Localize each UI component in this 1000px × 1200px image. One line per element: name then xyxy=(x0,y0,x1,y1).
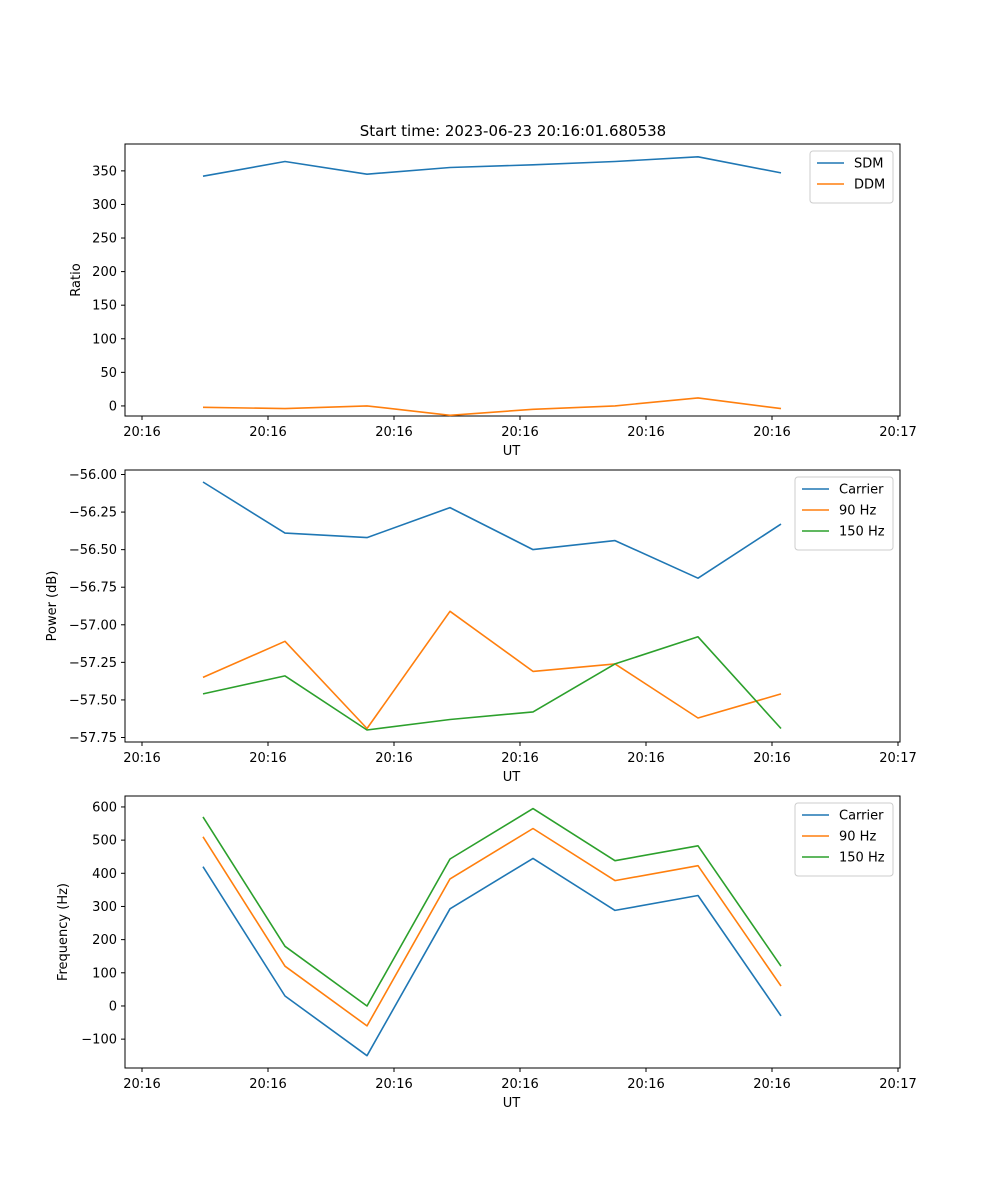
y-tick-label: 250 xyxy=(92,232,117,247)
x-tick-label: 20:16 xyxy=(501,425,538,440)
legend-label: 150 Hz xyxy=(839,525,885,540)
y-tick-label: −100 xyxy=(81,1033,117,1048)
y-tick-label: 300 xyxy=(92,198,117,213)
y-tick-label: 400 xyxy=(92,867,117,882)
x-axis-label: UT xyxy=(503,770,521,785)
y-tick-label: 500 xyxy=(92,834,117,849)
y-tick-label: −56.50 xyxy=(69,543,117,558)
x-tick-label: 20:16 xyxy=(627,1077,664,1092)
series-line-150-hz xyxy=(202,807,782,1007)
legend-label: 90 Hz xyxy=(839,504,876,519)
x-tick-label: 20:16 xyxy=(123,1077,160,1092)
x-tick-label: 20:16 xyxy=(753,425,790,440)
x-tick-label: 20:16 xyxy=(123,751,160,766)
y-tick-label: 150 xyxy=(92,299,117,314)
legend-box xyxy=(809,150,894,204)
legend-label: SDM xyxy=(854,157,883,172)
x-tick-label: 20:16 xyxy=(627,751,664,766)
y-tick-label: −56.00 xyxy=(69,468,117,483)
y-axis-label: Ratio xyxy=(69,263,84,296)
y-tick-label: −57.50 xyxy=(69,693,117,708)
y-tick-label: 200 xyxy=(92,933,117,948)
y-tick-label: −57.25 xyxy=(69,656,117,671)
x-tick-label: 20:16 xyxy=(501,751,538,766)
y-tick-label: 0 xyxy=(109,399,117,414)
y-tick-label: 200 xyxy=(92,265,117,280)
x-tick-label: 20:16 xyxy=(627,425,664,440)
axes-frame xyxy=(124,143,901,417)
x-tick-label: 20:17 xyxy=(879,751,916,766)
y-tick-label: 350 xyxy=(92,164,117,179)
x-tick-label: 20:16 xyxy=(753,1077,790,1092)
x-axis-label: UT xyxy=(503,444,521,459)
chart-panels: 20:16 20:16 20:16 20:16 20:16 20:16 20:17 UT 0 50… xyxy=(45,143,917,1111)
series-line-90-hz xyxy=(202,827,782,1027)
y-tick-label: 600 xyxy=(92,800,117,815)
x-axis-label: UT xyxy=(503,1096,521,1111)
series-line-ddm xyxy=(202,397,782,417)
y-tick-label: −56.75 xyxy=(69,581,117,596)
legend-label: Carrier xyxy=(839,483,884,498)
x-tick-label: 20:17 xyxy=(879,425,916,440)
y-tick-label: 0 xyxy=(109,999,117,1014)
chart-panel-1: 20:16 20:16 20:16 20:16 20:16 20:16 20:17 UT 0 50… xyxy=(69,143,917,459)
chart-panel-3: 20:16 20:16 20:16 20:16 20:16 20:16 20:17 UT −10… xyxy=(56,795,917,1111)
y-tick-label: −57.00 xyxy=(69,618,117,633)
y-tick-label: 50 xyxy=(100,366,117,381)
x-tick-label: 20:16 xyxy=(375,751,412,766)
x-tick-label: 20:17 xyxy=(879,1077,916,1092)
y-axis-label: Frequency (Hz) xyxy=(56,883,71,981)
chart-panel-2: 20:16 20:16 20:16 20:16 20:16 20:16 20:17 UT −56… xyxy=(45,468,917,785)
y-tick-label: −56.25 xyxy=(69,506,117,521)
y-tick-label: −57.75 xyxy=(69,731,117,746)
series-line-carrier xyxy=(202,481,782,580)
x-tick-label: 20:16 xyxy=(375,425,412,440)
x-tick-label: 20:16 xyxy=(501,1077,538,1092)
y-axis-label: Power (dB) xyxy=(45,571,60,642)
x-tick-label: 20:16 xyxy=(249,751,286,766)
x-tick-label: 20:16 xyxy=(249,425,286,440)
series-line-150-hz xyxy=(202,635,782,731)
figure-title: Start time: 2023-06-23 20:16:01.680538 xyxy=(360,122,666,140)
series-line-carrier xyxy=(202,857,782,1057)
y-tick-label: 100 xyxy=(92,332,117,347)
legend-label: Carrier xyxy=(839,809,884,824)
x-tick-label: 20:16 xyxy=(753,751,790,766)
axes-frame xyxy=(124,795,901,1069)
x-tick-label: 20:16 xyxy=(123,425,160,440)
series-line-90-hz xyxy=(202,610,782,730)
y-tick-label: 100 xyxy=(92,966,117,981)
legend-label: DDM xyxy=(854,178,885,193)
axes-frame xyxy=(124,469,901,743)
y-tick-label: 300 xyxy=(92,900,117,915)
legend-label: 150 Hz xyxy=(839,851,885,866)
x-tick-label: 20:16 xyxy=(249,1077,286,1092)
x-tick-label: 20:16 xyxy=(375,1077,412,1092)
legend-label: 90 Hz xyxy=(839,830,876,845)
series-line-sdm xyxy=(202,156,782,177)
